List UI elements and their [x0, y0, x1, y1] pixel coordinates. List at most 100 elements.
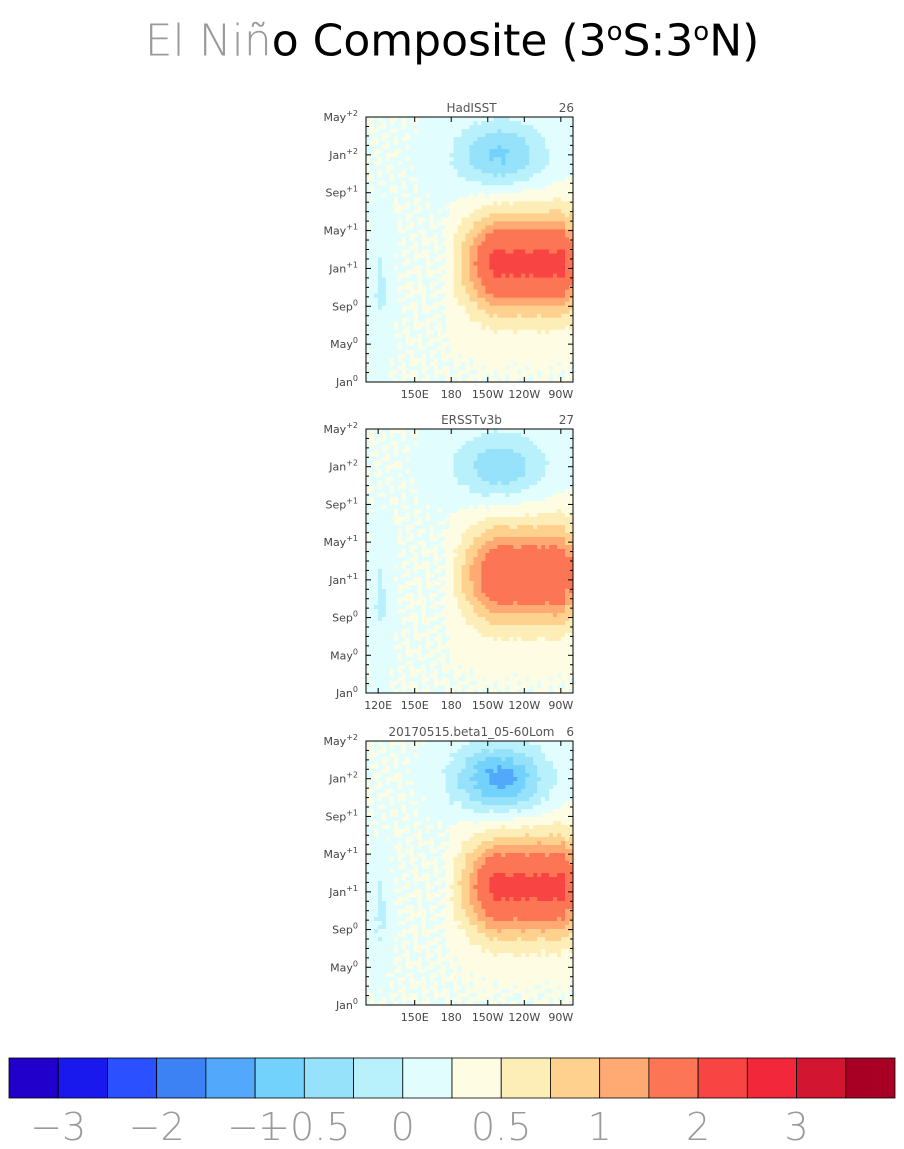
heatmap-cell: [461, 165, 467, 170]
heatmap-cell: [557, 261, 562, 267]
heatmap-cell: [377, 361, 383, 367]
heatmap-cell: [421, 197, 427, 202]
heatmap-cell: [409, 169, 415, 174]
heatmap-cell: [437, 273, 443, 279]
heatmap-cell: [505, 293, 510, 299]
heatmap-cell: [553, 361, 558, 367]
heatmap-cell: [409, 441, 415, 446]
heatmap-cell: [521, 241, 526, 246]
title-degree-1: o: [606, 17, 623, 47]
heatmap-panel-1: HadISST 26Jan0May0Sep0Jan+1May+1Sep+1Jan+…: [323, 101, 574, 401]
heatmap-cell: [433, 529, 439, 534]
heatmap-cell: [445, 193, 451, 198]
heatmap-cell: [429, 373, 435, 379]
heatmap-cell: [557, 329, 562, 335]
heatmap-cell: [421, 241, 427, 246]
heatmap-cell: [429, 345, 435, 351]
heatmap-cell: [417, 217, 423, 222]
heatmap-cell: [437, 257, 443, 263]
heatmap-cell: [549, 157, 554, 162]
heatmap-cell: [433, 153, 439, 158]
heatmap-cell: [529, 233, 534, 238]
heatmap-cell: [401, 185, 407, 190]
heatmap-cell: [377, 273, 383, 279]
heatmap-cell: [445, 197, 451, 202]
heatmap-cell: [569, 477, 573, 482]
heatmap-cell: [489, 209, 494, 214]
heatmap-cell: [373, 233, 379, 238]
heatmap-cell: [425, 489, 431, 494]
heatmap-cell: [553, 481, 558, 486]
heatmap-cell: [381, 233, 387, 238]
heatmap-cell: [369, 285, 375, 291]
heatmap-cell: [513, 485, 518, 490]
heatmap-cell: [417, 249, 423, 255]
heatmap-cell: [549, 525, 554, 530]
heatmap-cell: [389, 373, 395, 379]
heatmap-cell: [433, 137, 439, 142]
heatmap-cell: [373, 541, 379, 546]
heatmap-cell: [509, 241, 514, 246]
heatmap-cell: [417, 133, 423, 138]
heatmap-cell: [397, 509, 403, 514]
heatmap-cell: [393, 453, 399, 458]
heatmap-cell: [509, 117, 514, 122]
heatmap-cell: [517, 241, 522, 246]
heatmap-cell: [565, 461, 570, 466]
heatmap-cell: [453, 305, 459, 311]
heatmap-cell: [453, 353, 459, 359]
heatmap-cell: [385, 373, 391, 379]
heatmap-cell: [425, 153, 431, 158]
heatmap-cell: [373, 453, 379, 458]
heatmap-cell: [393, 201, 399, 206]
heatmap-cell: [433, 129, 439, 134]
heatmap-cell: [437, 117, 443, 122]
heatmap-cell: [397, 541, 403, 546]
heatmap-cell: [397, 133, 403, 138]
heatmap-cell: [449, 297, 455, 303]
heatmap-cell: [493, 129, 498, 134]
heatmap-cell: [377, 217, 383, 222]
heatmap-cell: [453, 481, 459, 486]
heatmap-cell: [389, 337, 395, 343]
heatmap-cell: [501, 449, 506, 454]
heatmap-cell: [421, 497, 427, 502]
heatmap-cell: [373, 213, 379, 218]
heatmap-cell: [389, 369, 395, 375]
heatmap-cell: [469, 249, 474, 255]
heatmap-cell: [545, 497, 550, 502]
heatmap-cell: [366, 301, 371, 307]
heatmap-cell: [457, 257, 463, 263]
heatmap-cell: [449, 493, 455, 498]
heatmap-cell: [485, 173, 490, 178]
heatmap-cell: [425, 537, 431, 542]
heatmap-cell: [529, 469, 534, 474]
heatmap-cell: [457, 341, 463, 347]
heatmap-cell: [473, 341, 478, 347]
heatmap-cell: [373, 313, 379, 319]
heatmap-cell: [429, 161, 435, 166]
heatmap-cell: [493, 125, 498, 130]
heatmap-cell: [389, 197, 395, 202]
heatmap-cell: [393, 157, 399, 162]
heatmap-cell: [513, 205, 518, 210]
heatmap-cell: [557, 205, 562, 210]
heatmap-cell: [489, 329, 494, 335]
heatmap-cell: [541, 301, 546, 307]
heatmap-cell: [465, 153, 470, 158]
heatmap-cell: [541, 449, 546, 454]
heatmap-cell: [533, 117, 538, 122]
heatmap-cell: [393, 349, 399, 355]
heatmap-cell: [397, 185, 403, 190]
heatmap-cell: [421, 305, 427, 311]
heatmap-cell: [441, 157, 447, 162]
heatmap-cell: [513, 309, 518, 315]
heatmap-cell: [525, 117, 530, 122]
heatmap-cell: [493, 361, 498, 367]
heatmap-cell: [485, 349, 490, 355]
heatmap-cell: [529, 365, 534, 371]
heatmap-cell: [505, 265, 510, 271]
heatmap-cell: [413, 457, 419, 462]
heatmap-cell: [381, 253, 387, 259]
heatmap-cell: [433, 277, 439, 283]
